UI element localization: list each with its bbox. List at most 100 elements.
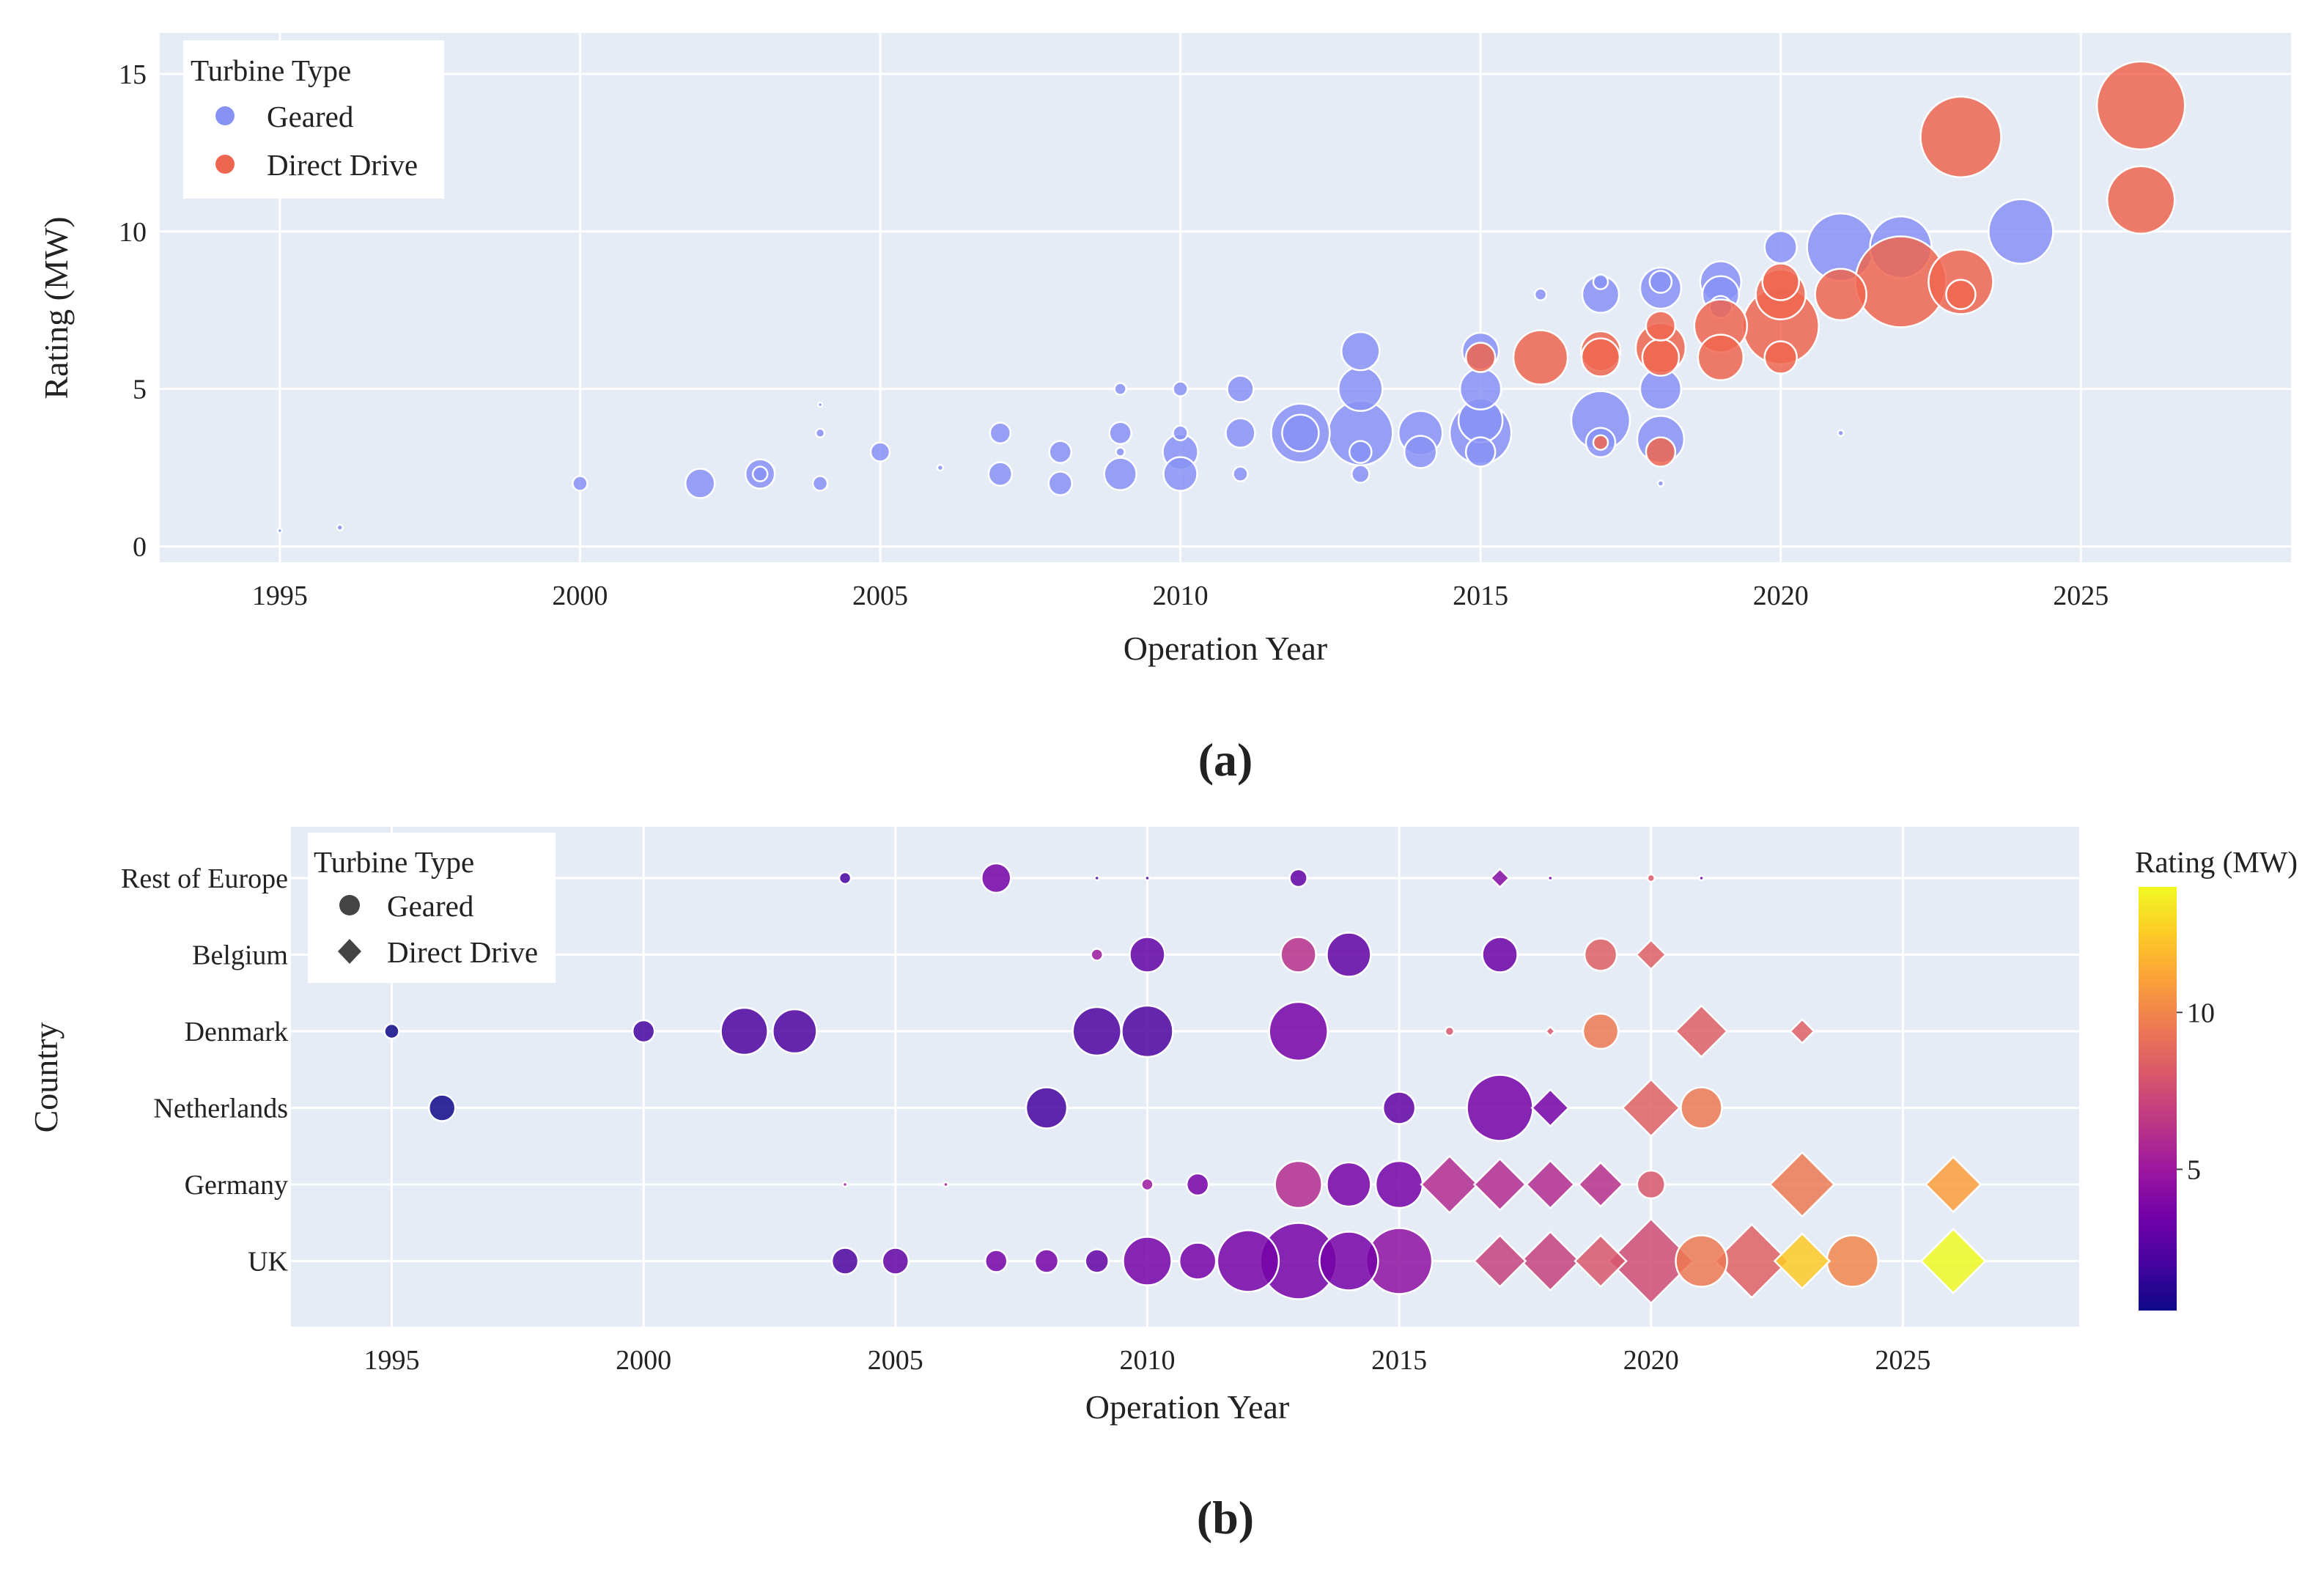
point-geared[interactable] <box>1113 382 1127 396</box>
point-geared[interactable] <box>383 1022 400 1040</box>
point-geared[interactable] <box>1444 1025 1456 1037</box>
point-geared[interactable] <box>936 463 945 472</box>
point-direct-drive[interactable] <box>1512 329 1569 386</box>
point-direct-drive[interactable] <box>1714 1223 1790 1300</box>
point-geared[interactable] <box>841 1181 849 1188</box>
point-direct-drive[interactable] <box>1919 1227 1987 1295</box>
point-geared[interactable] <box>1533 287 1548 301</box>
point-direct-drive[interactable] <box>1592 434 1609 451</box>
point-direct-drive[interactable] <box>2106 165 2176 235</box>
point-direct-drive[interactable] <box>1768 1151 1836 1218</box>
point-geared[interactable] <box>772 1008 818 1055</box>
point-geared[interactable] <box>1162 456 1198 492</box>
point-direct-drive[interactable] <box>1645 436 1677 468</box>
point-geared[interactable] <box>1763 229 1798 265</box>
point-geared[interactable] <box>1093 874 1100 882</box>
point-geared[interactable] <box>572 475 589 492</box>
point-geared[interactable] <box>1403 435 1438 469</box>
point-direct-drive[interactable] <box>1621 1077 1681 1138</box>
point-geared[interactable] <box>1680 1086 1723 1129</box>
legend-label-geared[interactable]: Geared <box>267 100 353 133</box>
point-direct-drive[interactable] <box>1674 1004 1729 1058</box>
point-geared[interactable] <box>1225 417 1256 449</box>
point-direct-drive[interactable] <box>1788 1017 1815 1045</box>
point-geared[interactable] <box>1582 1012 1620 1050</box>
point-geared[interactable] <box>1048 440 1072 464</box>
point-geared[interactable] <box>1280 936 1317 973</box>
point-geared[interactable] <box>1318 1231 1379 1291</box>
point-geared[interactable] <box>1592 273 1609 290</box>
point-geared[interactable] <box>1144 874 1151 882</box>
point-geared[interactable] <box>1274 1160 1323 1209</box>
point-geared[interactable] <box>1115 446 1126 457</box>
point-geared[interactable] <box>881 1247 910 1275</box>
point-geared[interactable] <box>984 1249 1008 1273</box>
point-direct-drive[interactable] <box>1641 338 1681 377</box>
point-geared[interactable] <box>1656 479 1665 487</box>
point-geared[interactable] <box>1122 1236 1173 1286</box>
point-geared[interactable] <box>1547 874 1554 882</box>
point-geared[interactable] <box>1071 1006 1122 1057</box>
panel-b-legend[interactable]: Turbine Type Geared Direct Drive <box>308 833 556 983</box>
point-geared[interactable] <box>1103 457 1137 491</box>
point-geared[interactable] <box>869 441 891 462</box>
point-direct-drive[interactable] <box>1773 1232 1831 1290</box>
point-geared[interactable] <box>830 1247 860 1275</box>
legend-label-direct-drive-b[interactable]: Direct Drive <box>387 935 538 969</box>
point-geared[interactable] <box>1129 936 1166 973</box>
point-geared[interactable] <box>1382 1091 1417 1125</box>
point-geared[interactable] <box>1646 873 1656 883</box>
point-geared[interactable] <box>1172 380 1189 397</box>
point-direct-drive[interactable] <box>1544 1025 1557 1038</box>
point-geared[interactable] <box>1121 1004 1174 1058</box>
point-direct-drive[interactable] <box>2095 60 2186 151</box>
point-direct-drive[interactable] <box>1814 268 1867 321</box>
point-geared[interactable] <box>838 871 852 885</box>
point-geared[interactable] <box>1374 1160 1424 1209</box>
point-geared[interactable] <box>1226 375 1255 403</box>
point-geared[interactable] <box>989 421 1012 445</box>
point-geared[interactable] <box>1090 948 1104 962</box>
point-geared[interactable] <box>987 461 1014 487</box>
point-direct-drive[interactable] <box>1919 95 2002 179</box>
point-direct-drive[interactable] <box>1924 1155 1982 1214</box>
point-geared[interactable] <box>1481 936 1519 973</box>
point-direct-drive[interactable] <box>1489 867 1510 889</box>
point-geared[interactable] <box>1232 465 1249 482</box>
point-geared[interactable] <box>336 523 344 531</box>
point-geared[interactable] <box>1178 1242 1217 1280</box>
point-geared[interactable] <box>1288 868 1308 888</box>
point-geared[interactable] <box>1033 1248 1060 1274</box>
point-direct-drive[interactable] <box>1420 1154 1480 1215</box>
point-geared[interactable] <box>1326 932 1372 978</box>
point-geared[interactable] <box>1108 421 1132 446</box>
point-direct-drive[interactable] <box>1645 310 1677 342</box>
point-geared[interactable] <box>684 468 716 499</box>
point-geared[interactable] <box>1172 424 1189 442</box>
point-direct-drive[interactable] <box>1519 1230 1582 1292</box>
point-geared[interactable] <box>1216 1229 1280 1293</box>
point-geared[interactable] <box>942 1181 949 1188</box>
point-geared[interactable] <box>1351 464 1371 484</box>
point-direct-drive[interactable] <box>1761 262 1800 301</box>
point-geared[interactable] <box>276 527 284 534</box>
panel-a-legend[interactable]: Turbine Type Geared Direct Drive <box>183 40 444 199</box>
point-geared[interactable] <box>1140 1177 1154 1192</box>
point-geared[interactable] <box>816 401 824 408</box>
point-direct-drive[interactable] <box>1580 337 1621 377</box>
point-geared[interactable] <box>751 465 769 482</box>
point-geared[interactable] <box>1636 1169 1667 1200</box>
legend-label-direct-drive[interactable]: Direct Drive <box>267 148 418 182</box>
point-geared[interactable] <box>1583 937 1618 972</box>
point-geared[interactable] <box>1826 1234 1879 1288</box>
point-direct-drive[interactable] <box>1574 1234 1628 1289</box>
point-geared[interactable] <box>1458 367 1502 410</box>
point-geared[interactable] <box>1466 1074 1534 1142</box>
point-geared[interactable] <box>1464 436 1497 468</box>
point-direct-drive[interactable] <box>1635 938 1667 971</box>
point-direct-drive[interactable] <box>1472 1157 1527 1212</box>
point-geared[interactable] <box>1281 413 1320 453</box>
point-direct-drive[interactable] <box>1525 1159 1576 1210</box>
point-direct-drive[interactable] <box>1530 1088 1571 1128</box>
point-direct-drive[interactable] <box>1472 1234 1527 1289</box>
